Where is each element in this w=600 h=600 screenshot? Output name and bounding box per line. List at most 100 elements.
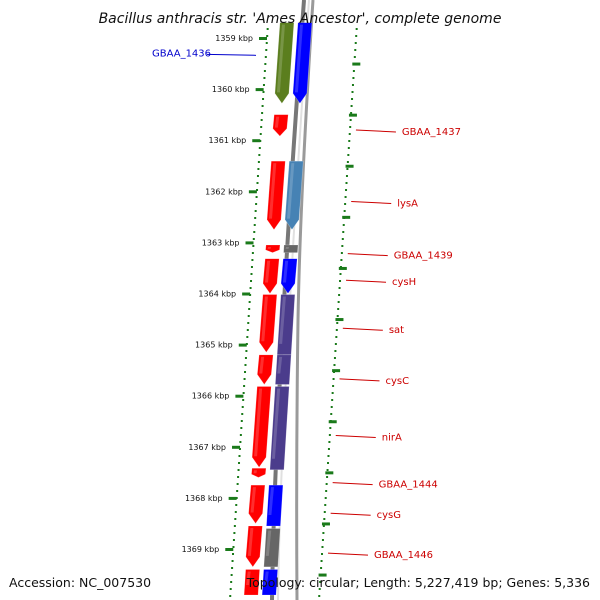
ruler-dot xyxy=(346,168,349,170)
ruler-dot xyxy=(231,560,234,562)
ruler-tick-label: 1367 kbp xyxy=(188,443,226,452)
ruler-dot xyxy=(343,210,346,212)
ruler-dot xyxy=(337,301,340,303)
ruler-dot xyxy=(324,497,327,499)
gene-label-leader xyxy=(335,435,376,439)
ruler-dot xyxy=(330,413,333,415)
ruler-dot xyxy=(325,483,328,485)
ruler-dot xyxy=(326,469,329,471)
ruler-tick-left xyxy=(238,343,247,347)
gene-label: GBAA_1446 xyxy=(374,550,433,561)
ruler-dot xyxy=(263,70,266,72)
ruler-dot xyxy=(253,224,256,226)
ruler-dot xyxy=(345,175,348,177)
ruler-dot xyxy=(265,42,268,44)
gene-feature xyxy=(251,386,272,468)
ruler-dot xyxy=(248,301,251,303)
ruler-dot xyxy=(256,189,259,191)
ruler-dot xyxy=(331,399,334,401)
ruler-tick-label: 1365 kbp xyxy=(195,341,233,350)
ruler-dot xyxy=(328,434,331,436)
gene-feature-shade xyxy=(247,528,254,556)
ruler-tick-label: 1369 kbp xyxy=(182,545,220,554)
ruler-tick-left xyxy=(232,445,241,449)
ruler-dot xyxy=(233,525,236,527)
ruler-tick-left xyxy=(235,394,244,398)
gene-label: cysC xyxy=(386,376,410,387)
ruler-dot xyxy=(238,462,241,464)
ruler-dot xyxy=(347,154,350,156)
ruler-dot xyxy=(241,406,244,408)
ruler-dot xyxy=(241,413,244,415)
gene-label-leader xyxy=(345,279,387,283)
ruler-dot xyxy=(238,455,241,457)
ruler-dot xyxy=(262,84,265,86)
gene-feature xyxy=(265,244,281,253)
ruler-tick-right xyxy=(318,573,327,577)
ruler-ticks: 1359 kbp 1360 kbp 1361 kbp 1362 kbp 1363 kbp… xyxy=(182,34,361,577)
ruler-dot xyxy=(321,539,324,541)
ruler-dot xyxy=(332,378,335,380)
gene-feature xyxy=(248,484,266,524)
gene-feature xyxy=(263,528,281,568)
ruler-dot xyxy=(256,182,259,184)
ruler-dot xyxy=(352,77,355,79)
ruler-dot xyxy=(330,406,333,408)
ruler-tick-label: 1359 kbp xyxy=(215,34,253,43)
ruler-tick-right xyxy=(335,318,344,322)
gene-label: cysG xyxy=(377,510,401,521)
gene-label-leader xyxy=(339,378,380,382)
ruler-dot xyxy=(259,140,262,142)
ruler-dot xyxy=(319,581,322,583)
ruler-dot xyxy=(322,532,325,534)
ruler-tick-label: 1361 kbp xyxy=(209,136,247,145)
ruler-dot xyxy=(259,133,262,135)
gene-label: GBAA_1437 xyxy=(402,127,461,138)
ruler-dot xyxy=(261,112,264,114)
ruler-dot xyxy=(234,518,237,520)
ruler-dot xyxy=(252,238,255,240)
gene-feature-shade xyxy=(264,260,271,283)
gene-feature-shade xyxy=(271,388,281,459)
ruler-dot xyxy=(327,455,330,457)
ruler-dot xyxy=(230,574,233,576)
accession-text: Accession: NC_007530 xyxy=(9,575,151,590)
ruler-dot xyxy=(249,287,252,289)
gene-feature xyxy=(261,569,278,596)
ruler-dot xyxy=(233,532,236,534)
ruler-dot xyxy=(234,511,237,513)
ruler-dot xyxy=(333,357,336,359)
ruler-dot xyxy=(324,504,327,506)
ruler-tick-label: 1360 kbp xyxy=(212,85,250,94)
ruler-dot xyxy=(336,315,339,317)
gene-label-leader xyxy=(330,512,371,516)
gene-feature xyxy=(284,160,304,231)
ruler-dot xyxy=(229,595,232,597)
ruler-tick-label: 1368 kbp xyxy=(185,494,223,503)
ruler-dot xyxy=(349,126,352,128)
gene-label-leader xyxy=(355,129,396,133)
gene-feature xyxy=(245,525,263,568)
ruler-tick-right xyxy=(348,113,357,117)
ruler-dot xyxy=(236,490,239,492)
ruler-tick-label: 1363 kbp xyxy=(202,238,240,247)
ruler-tick-left xyxy=(225,548,234,551)
ruler-dot xyxy=(351,91,354,93)
ruler-tick-label: 1364 kbp xyxy=(198,290,236,299)
gene-feature-shade xyxy=(276,24,285,93)
ruler-tick-left xyxy=(242,292,251,296)
ruler-dot xyxy=(333,364,336,366)
ruler-dot xyxy=(320,560,323,562)
ruler-dot xyxy=(339,273,342,275)
ruler-tick-right xyxy=(345,164,354,168)
ruler-dot xyxy=(335,329,338,331)
ruler-dot xyxy=(262,91,265,93)
gene-feature xyxy=(269,386,290,471)
gene-label-leader xyxy=(206,53,256,56)
gene-feature-shade xyxy=(277,356,283,374)
ruler-dot xyxy=(344,196,347,198)
ruler-dot xyxy=(246,329,249,331)
ruler-tick-label: 1366 kbp xyxy=(192,392,230,401)
ruler-dot xyxy=(255,203,258,205)
ruler-dot xyxy=(251,252,254,254)
